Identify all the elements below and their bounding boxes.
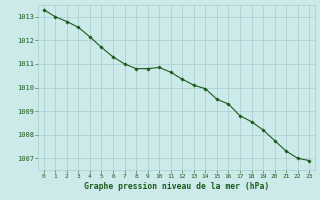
X-axis label: Graphe pression niveau de la mer (hPa): Graphe pression niveau de la mer (hPa) <box>84 182 269 191</box>
